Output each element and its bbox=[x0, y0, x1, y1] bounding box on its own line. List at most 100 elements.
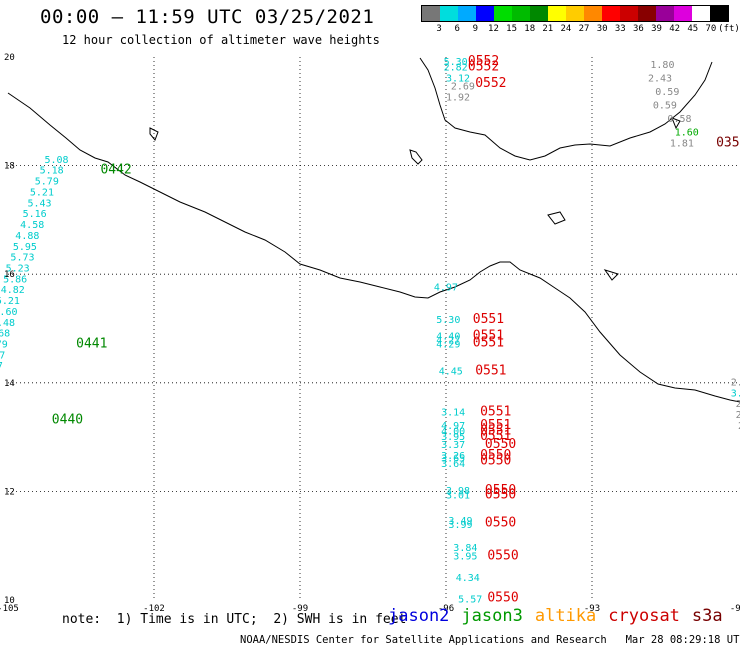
legend-swatch bbox=[710, 6, 728, 21]
wave-height-label: 3.95 bbox=[441, 432, 465, 443]
legend-label: 70 bbox=[705, 24, 717, 34]
wave-height-label: 2.69 bbox=[451, 82, 475, 93]
wave-height-label: 2.54 bbox=[731, 378, 740, 389]
pass-id-label: 0552 bbox=[475, 76, 506, 91]
legend-swatch bbox=[566, 6, 584, 21]
wave-height-label: 4.97 bbox=[0, 361, 3, 372]
pass-id-label: 0551 bbox=[480, 429, 511, 444]
wave-height-label: 2.95 bbox=[736, 399, 740, 410]
mission-label-altika: altika bbox=[534, 606, 597, 626]
legend-swatch bbox=[548, 6, 566, 21]
wave-height-label: 5.43 bbox=[27, 198, 51, 209]
legend-label: 6 bbox=[454, 24, 460, 34]
islands bbox=[149, 117, 681, 281]
wave-height-label: 1.60 bbox=[675, 128, 699, 139]
y-axis-tick-label: 20 bbox=[4, 53, 15, 63]
page-title: 00:00 – 11:59 UTC 03/25/2021 bbox=[40, 6, 375, 28]
legend-label: 39 bbox=[651, 24, 662, 34]
wave-height-label: 4.27 bbox=[436, 336, 460, 347]
wave-height-label: 5.86 bbox=[3, 274, 27, 285]
credit-line: NOAA/NESDIS Center for Satellite Applica… bbox=[240, 634, 740, 646]
coastline bbox=[7, 92, 740, 403]
wave-height-label: 0.58 bbox=[667, 114, 691, 125]
wave-height-label: 4.97 bbox=[434, 282, 458, 293]
wave-height-label: 2.78 bbox=[736, 410, 740, 421]
x-axis-tick-label: -105 bbox=[0, 604, 19, 614]
wave-height-label: 3.64 bbox=[441, 459, 465, 470]
pass-id-label: 0442 bbox=[100, 163, 131, 178]
pass-id-label: 0550 bbox=[485, 516, 516, 531]
wave-height-label: 0.59 bbox=[653, 101, 677, 112]
wave-height-label: 4.58 bbox=[20, 220, 44, 231]
wave-height-label: 5.67 bbox=[0, 350, 5, 361]
wave-height-label: 2.85 bbox=[738, 421, 740, 432]
legend-labels: 3 6 9 12 15 18 21 24 27 30 33 36 39 42 45 70 (ft) bbox=[421, 24, 739, 36]
x-axis-tick-label: -96 bbox=[438, 604, 454, 614]
wave-height-label: 4.00 bbox=[441, 426, 465, 437]
wave-height-label: 3.98 bbox=[446, 486, 470, 497]
legend-swatch bbox=[530, 6, 548, 21]
mission-legend: jason2 jason3 altika cryosat s3a bbox=[388, 606, 735, 626]
pass-id-label: 0551 bbox=[480, 404, 511, 419]
observation-labels: 5.085.185.795.215.435.164.584.885.955.73… bbox=[0, 54, 740, 606]
x-axis-tick-label: -90 bbox=[730, 604, 740, 614]
color-scale-legend: 3 6 9 12 15 18 21 24 27 30 33 36 39 42 45 70 (ft) bbox=[421, 5, 740, 36]
legend-label: 15 bbox=[506, 24, 517, 34]
legend-label: 30 bbox=[596, 24, 608, 34]
footnote: note: 1) Time is in UTC; 2) SWH is in fe… bbox=[62, 612, 407, 627]
pass-id-label: 0552 bbox=[468, 54, 499, 69]
wave-height-label: 1.81 bbox=[670, 139, 694, 150]
x-axis-tick-label: -102 bbox=[143, 604, 165, 614]
wave-height-label: 4.88 bbox=[15, 231, 39, 242]
wave-height-label: 3.14 bbox=[441, 407, 465, 418]
x-axis-tick-label: -93 bbox=[584, 604, 600, 614]
y-axis-tick-label: 12 bbox=[4, 487, 15, 497]
y-axis-tick-label: 10 bbox=[4, 596, 15, 606]
wave-height-label: 3.12 bbox=[446, 73, 470, 84]
wave-height-label: 5.21 bbox=[30, 187, 54, 198]
pass-id-label: 0551 bbox=[480, 418, 511, 433]
legend-swatch bbox=[512, 6, 530, 21]
pass-id-label: 0552 bbox=[468, 60, 499, 75]
legend-label: 36 bbox=[632, 24, 644, 34]
wave-height-label: 4.34 bbox=[456, 573, 480, 584]
pass-id-label: 0550 bbox=[485, 437, 516, 452]
wave-height-label: 0.59 bbox=[655, 87, 679, 98]
legend-label: 24 bbox=[560, 24, 572, 34]
wave-height-label: 5.23 bbox=[6, 263, 30, 274]
pass-id-label: 0550 bbox=[485, 487, 516, 502]
legend-label: 33 bbox=[614, 24, 626, 34]
pass-id-label: 0550 bbox=[480, 448, 511, 463]
legend-swatch bbox=[476, 6, 494, 21]
wave-height-label: 5.08 bbox=[45, 155, 69, 166]
coastline-gulf bbox=[419, 57, 713, 161]
legend-label: 21 bbox=[542, 24, 554, 34]
wave-height-label: 5.30 bbox=[436, 315, 460, 326]
pass-id-label: 0550 bbox=[485, 483, 516, 498]
pass-id-label: 0551 bbox=[480, 423, 511, 438]
legend-swatch bbox=[656, 6, 674, 21]
wave-height-label: 5.21 bbox=[0, 296, 20, 307]
wave-height-label: 3.49 bbox=[448, 516, 472, 527]
wave-height-label: 5.68 bbox=[0, 329, 10, 340]
wave-height-label: 3.01 bbox=[446, 490, 470, 501]
wave-height-label: 4.29 bbox=[436, 340, 460, 351]
wave-height-label: 4.60 bbox=[0, 307, 17, 318]
legend-swatch bbox=[440, 6, 458, 21]
legend-swatch bbox=[620, 6, 638, 21]
pass-id-label: 0441 bbox=[76, 337, 107, 352]
legend-swatch bbox=[458, 6, 476, 21]
legend-swatch bbox=[422, 6, 440, 21]
pass-id-label: 0551 bbox=[475, 364, 506, 379]
wave-height-label: 5.57 bbox=[458, 595, 482, 606]
wave-height-label: 3.37 bbox=[441, 440, 465, 451]
wave-height-label: 3.84 bbox=[453, 543, 477, 554]
wave-height-label: 3.65 bbox=[441, 454, 465, 465]
mission-label-cryosat: cryosat bbox=[608, 606, 680, 626]
wave-height-label: 5.95 bbox=[13, 242, 37, 253]
wave-height-label: 5.30 bbox=[444, 57, 468, 68]
legend-label: 3 bbox=[436, 24, 442, 34]
pass-id-label: 0551 bbox=[473, 335, 504, 350]
legend-label: 9 bbox=[472, 24, 479, 34]
